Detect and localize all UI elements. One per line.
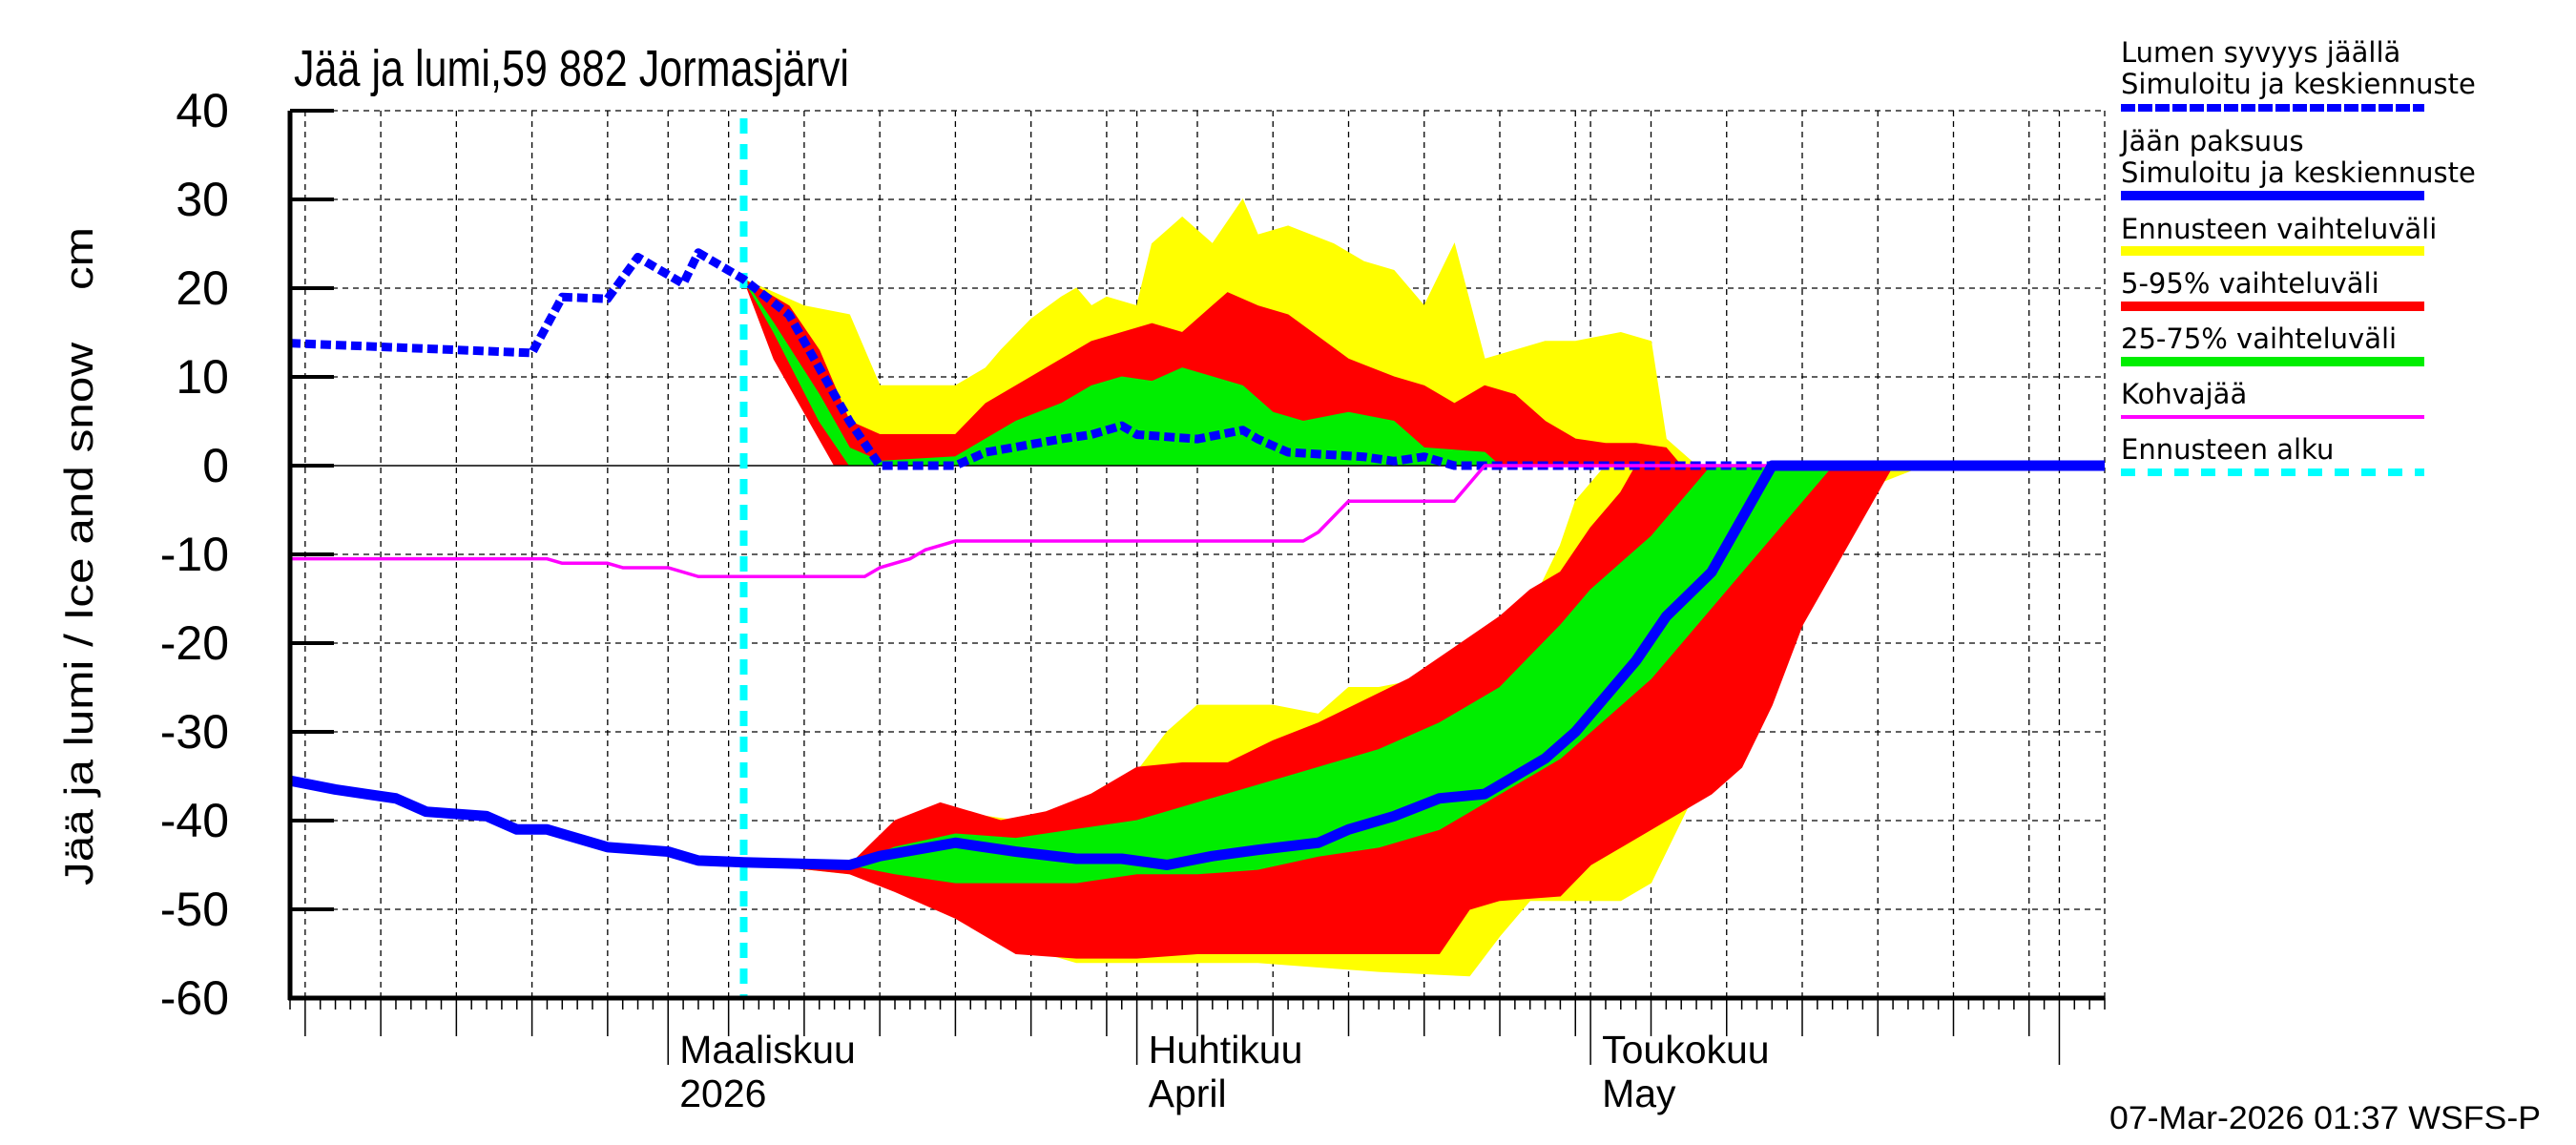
legend-item: Ennusteen alku (2121, 433, 2424, 476)
legend-label: Jään paksuus (2119, 125, 2304, 157)
legend-label: Kohvajää (2121, 378, 2247, 410)
legend-item: 25-75% vaihteluväli (2121, 323, 2424, 366)
legend-label: 5-95% vaihteluväli (2121, 267, 2379, 300)
y-tick-label: -10 (160, 528, 229, 581)
x-month-sublabel: May (1602, 1072, 1676, 1115)
y-tick-label: -40 (160, 794, 229, 847)
legend-sublabel: Simuloitu ja keskiennuste (2121, 68, 2476, 100)
forecast-bands (742, 198, 1923, 977)
footer-timestamp: 07-Mar-2026 01:37 WSFS-P (2109, 1100, 2541, 1136)
y-tick-label: 0 (202, 439, 229, 492)
x-month-sublabel: 2026 (679, 1072, 766, 1115)
y-tick-label: 10 (176, 350, 229, 404)
chart-title: Jää ja lumi,59 882 Jormasjärvi (294, 40, 849, 97)
y-tick-label: 30 (176, 173, 229, 226)
series-lines (290, 248, 2105, 870)
y-tick-label: 20 (176, 261, 229, 315)
ice-thickness-line (290, 460, 2105, 870)
y-tick-label: -20 (160, 616, 229, 670)
kohvajaa-line (290, 464, 2105, 578)
legend-item: Kohvajää (2121, 378, 2424, 419)
x-month-label: Huhtikuu (1149, 1028, 1303, 1072)
y-tick-label: -60 (160, 971, 229, 1025)
legend-label: 25-75% vaihteluväli (2121, 323, 2397, 355)
legend-item: 5-95% vaihteluväli (2121, 267, 2424, 311)
legend-sublabel: Simuloitu ja keskiennuste (2121, 156, 2476, 189)
snow-depth-line (290, 248, 2105, 470)
legend-label: Lumen syvyys jäällä (2121, 36, 2400, 69)
axes: 40 30 20 10 0 -10 -20 -30 -40 -50 -60 Maaliskuu2026… (160, 84, 2106, 1115)
y-tick-label: -30 (160, 705, 229, 759)
x-month-label: Toukokuu (1602, 1028, 1770, 1072)
legend-label: Ennusteen alku (2121, 433, 2334, 466)
band-ice-25-75-vaihteluv-li (743, 465, 1834, 884)
y-tick-label: 40 (176, 84, 229, 137)
x-month-sublabel: April (1149, 1072, 1227, 1115)
y-axis-label: Jää ja lumi / Ice and snow cm (56, 227, 101, 885)
x-month-label: Maaliskuu (679, 1028, 856, 1072)
legend-item: Ennusteen vaihteluväli (2121, 213, 2437, 256)
band-snow-5-95-vaihteluv-li (742, 278, 1683, 467)
y-tick-label: -50 (160, 883, 229, 936)
legend-label: Ennusteen vaihteluväli (2121, 213, 2437, 245)
